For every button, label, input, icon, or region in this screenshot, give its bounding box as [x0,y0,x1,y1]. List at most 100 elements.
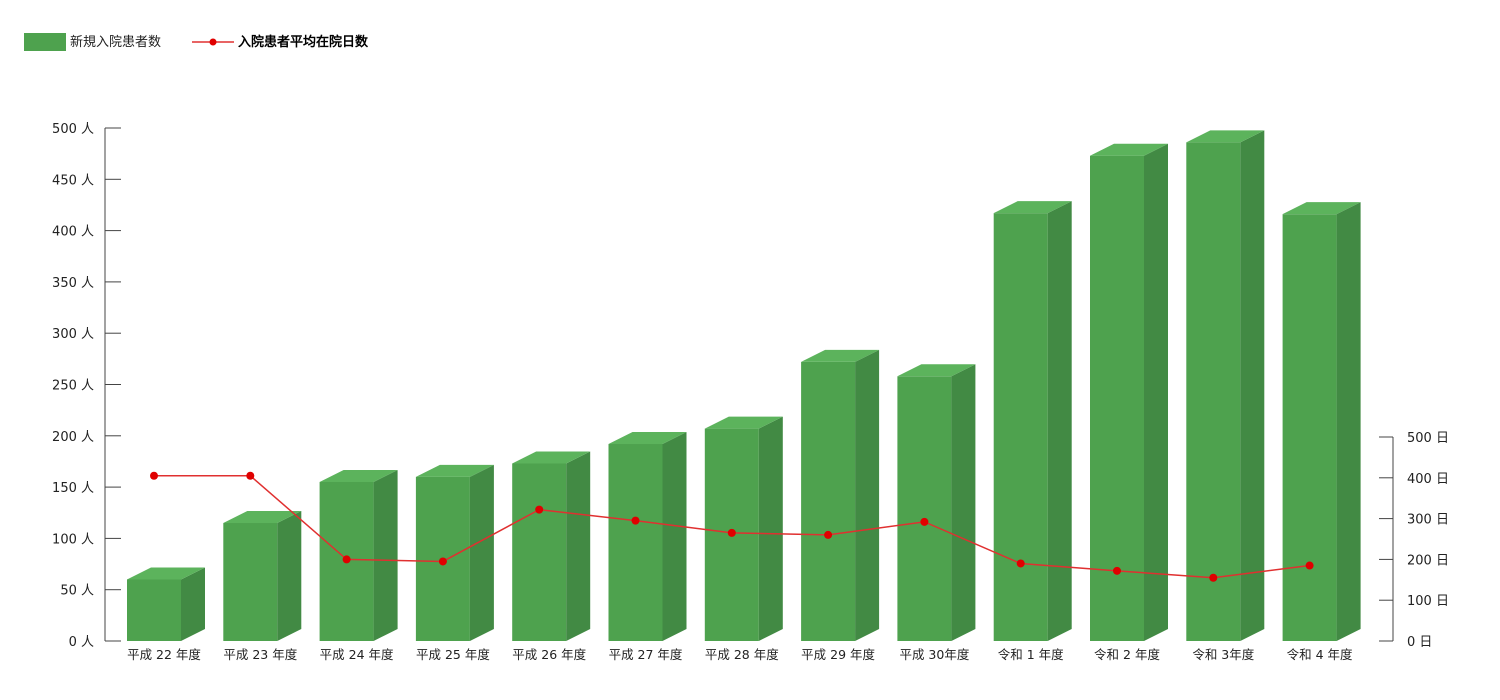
bar [993,201,1072,641]
bar-top [801,349,880,362]
bar-side [1240,130,1265,641]
legend: 新規入院患者数 入院患者平均在院日数 [24,33,369,51]
bar-top [897,364,976,377]
left-tick-label: 100 人 [52,532,94,547]
left-tick-label: 50 人 [60,584,94,599]
line-point [727,528,736,537]
left-tick-label: 250 人 [52,379,94,394]
bar-top [608,432,687,445]
bar-top [223,511,302,524]
bar [415,464,494,641]
line-point [1113,566,1121,575]
right-tick-label: 0 日 [1407,635,1432,650]
bar-top [1186,130,1265,143]
bar-top [512,451,591,464]
bar-side [1047,201,1072,641]
category-label: 平成 30年度 [899,647,969,662]
category-label: 平成 26 年度 [512,647,586,662]
category-label: 平成 23 年度 [223,647,297,662]
bar [1282,202,1361,641]
line-point [438,557,447,566]
line-point [246,471,255,480]
bar-top [1282,202,1361,215]
line-point [631,516,640,525]
category-label: 平成 29 年度 [801,647,875,662]
left-tick-label: 300 人 [52,327,94,342]
line-point [150,471,158,480]
right-tick-label: 300 日 [1407,513,1449,528]
legend-label-line: 入院患者平均在院日数 [238,34,369,50]
bar-front [1090,155,1144,641]
left-tick-label: 500 人 [52,122,94,137]
legend-swatch-line-marker [209,38,217,46]
bar-front [223,523,278,641]
category-label: 令和 1 年度 [998,647,1064,662]
line-point [920,517,929,526]
bar [608,432,687,641]
bar-side [1336,202,1361,641]
bar-top [319,469,398,482]
category-label: 平成 27 年度 [609,647,683,662]
bar-front [801,361,856,641]
bar-top [993,201,1072,214]
bar-side [662,432,687,641]
left-axis: 0 人 50 人 100 人 150 人 200 人 250 人 300 人 350 人 400… [52,122,121,650]
category-label: 平成 24 年度 [320,647,394,662]
bar-series [127,130,1361,641]
category-label: 平成 22 年度 [127,647,201,662]
bar [127,567,205,641]
bar-top [1090,143,1168,156]
category-label: 令和 2 年度 [1094,647,1160,662]
bar [1090,143,1168,641]
line-point [1016,559,1025,568]
bar-front [993,213,1048,641]
right-tick-label: 100 日 [1407,594,1449,609]
bar-side [855,349,880,641]
right-tick-label: 500 日 [1407,431,1449,446]
legend-label-bars: 新規入院患者数 [70,34,161,50]
bar-side [277,511,302,641]
left-tick-label: 450 人 [52,173,94,188]
bar-top [704,416,783,429]
category-axis: 平成 22 年度 平成 23 年度 平成 24 年度 平成 25 年度 平成 26 年度… [127,647,1353,662]
bar-front [1282,214,1337,641]
left-tick-label: 200 人 [52,430,94,445]
bar-side [566,451,591,641]
bar [897,364,976,641]
bar [704,416,783,641]
category-label: 令和 3年度 [1192,647,1254,662]
bar-front [897,376,952,641]
bar [1186,130,1265,641]
bar-top [415,464,494,477]
left-tick-label: 150 人 [52,481,94,496]
category-label: 令和 4 年度 [1287,647,1353,662]
line-point [342,555,351,564]
bar-side [758,416,783,641]
bar-front [512,463,567,641]
bar-top [127,567,205,580]
line-point [824,530,833,539]
legend-swatch-bars [24,33,66,51]
bar-front [127,579,181,641]
line-series [150,471,1314,582]
left-tick-label: 400 人 [52,225,94,240]
right-tick-label: 400 日 [1407,472,1449,487]
line-point [535,505,544,514]
bar-side [469,464,494,641]
left-tick-label: 0 人 [69,635,94,650]
bar [319,469,398,641]
line-point [1209,573,1218,582]
bar [223,511,302,641]
category-label: 平成 25 年度 [416,647,490,662]
right-tick-label: 200 日 [1407,553,1449,568]
bar-front [1186,142,1241,641]
right-axis: 0 日 100 日 200 日 300 日 400 日 500 日 [1379,431,1449,650]
bar-side [181,567,205,641]
bar [512,451,591,641]
line-point [1305,561,1314,570]
bar-side [373,469,398,641]
left-tick-label: 350 人 [52,276,94,291]
bar-side [1144,143,1168,641]
bar-side [951,364,976,641]
